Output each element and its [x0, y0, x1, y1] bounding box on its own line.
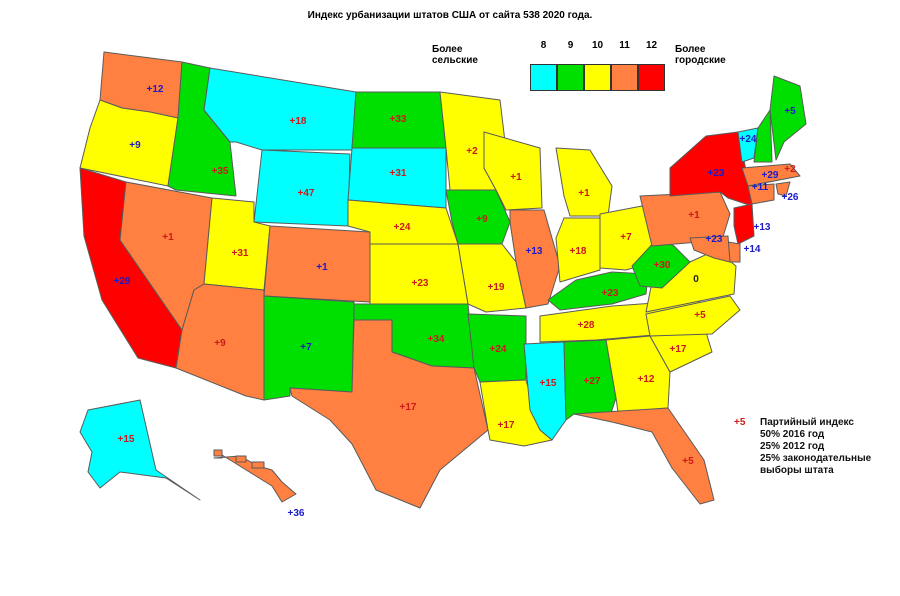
state-label-il: +13	[526, 246, 543, 257]
state-label-ar: +24	[490, 344, 507, 355]
state-label-ia: +9	[476, 214, 488, 225]
state-label-ne: +24	[394, 222, 411, 233]
state-me	[769, 75, 807, 161]
note-line: 25% законодательные	[760, 453, 872, 464]
state-tx	[289, 319, 489, 509]
states-layer	[79, 51, 807, 509]
state-ak	[79, 399, 201, 501]
state-label-ga: +12	[638, 374, 655, 385]
state-label-nv: +1	[162, 232, 174, 243]
state-label-ak: +15	[118, 434, 135, 445]
state-label-fl: +5	[682, 456, 694, 467]
state-label-nh: +2	[784, 164, 796, 175]
hawaii-island	[235, 455, 247, 463]
state-il	[509, 209, 561, 309]
state-label-ut: +31	[232, 248, 249, 259]
legend-urban-label: Более городские	[675, 44, 726, 66]
legend-swatch	[638, 64, 665, 91]
state-nh	[753, 109, 773, 163]
legend-value: 10	[591, 40, 604, 51]
state-label-sd: +31	[390, 168, 407, 179]
state-label-md: +23	[706, 234, 723, 245]
state-label-wv: +30	[654, 260, 671, 271]
state-label-al: +27	[584, 376, 601, 387]
state-label-oh: +7	[620, 232, 632, 243]
state-label-ny: +23	[708, 168, 725, 179]
labels-layer: +12 +9 +29 +35 +1 +18 +47 +31 +9 +1 +7 +33 +31 +24 +23…	[114, 84, 799, 519]
legend-value: 11	[619, 40, 630, 51]
legend-value: 8	[540, 40, 547, 51]
state-label-wy: +47	[298, 188, 315, 199]
note-line: 25% 2012 год	[760, 441, 825, 452]
legend-value: 9	[567, 40, 574, 51]
note-line: 50% 2016 год	[760, 429, 825, 440]
state-fl	[573, 407, 715, 505]
state-ks	[369, 243, 469, 305]
state-label-tx: +17	[400, 402, 417, 413]
state-label-nd: +33	[390, 114, 407, 125]
legend-value: 12	[645, 40, 658, 51]
state-label-ky: +23	[602, 288, 619, 299]
state-label-wa: +12	[147, 84, 164, 95]
legend-swatch	[584, 64, 611, 91]
hawaii-island	[251, 461, 265, 469]
state-label-in: +18	[570, 246, 587, 257]
state-md	[689, 235, 731, 263]
state-label-mi: +1	[578, 188, 590, 199]
state-label-ca: +29	[114, 276, 131, 287]
state-label-de: +14	[744, 244, 761, 255]
state-label-hi: +36	[288, 508, 305, 519]
state-label-sc: +17	[670, 344, 687, 355]
note-sample-value: +5	[734, 417, 746, 428]
note-line: Партийный индекс	[760, 417, 854, 428]
state-label-nm: +7	[300, 342, 312, 353]
state-mi	[555, 147, 613, 217]
state-label-me: +5	[784, 106, 796, 117]
state-ri	[775, 181, 791, 197]
state-label-id: +35	[212, 166, 229, 177]
state-label-mn: +2	[466, 146, 478, 157]
legend-swatch	[611, 64, 638, 91]
state-mt	[203, 67, 357, 151]
map-title: Индекс урбанизации штатов США от сайта 5…	[307, 10, 593, 21]
state-nj	[733, 203, 755, 245]
state-label-va: 0	[693, 274, 699, 285]
state-ma	[741, 163, 801, 187]
state-label-ct: +11	[752, 182, 769, 193]
state-label-ma: +29	[762, 170, 779, 181]
note-line: выборы штата	[760, 465, 834, 476]
state-ct	[747, 183, 775, 205]
party-index-note: +5 Партийный индекс 50% 2016 год 25% 201…	[734, 417, 872, 477]
state-hi	[213, 449, 297, 503]
state-wi	[483, 131, 543, 211]
state-label-ri: +26	[782, 192, 799, 203]
state-label-nj: +13	[754, 222, 771, 233]
state-label-mo: +19	[488, 282, 505, 293]
state-label-la: +17	[498, 420, 515, 431]
state-label-tn: +28	[578, 320, 595, 331]
state-label-vt: +24	[740, 134, 757, 145]
legend-rural-label: Более сельские	[432, 44, 478, 66]
state-label-ms: +15	[540, 378, 557, 389]
legend-swatch	[557, 64, 584, 91]
state-label-mt: +18	[290, 116, 307, 127]
legend-swatch	[530, 64, 557, 91]
state-label-az: +9	[214, 338, 226, 349]
state-label-pa: +1	[688, 210, 700, 221]
state-label-co: +1	[316, 262, 328, 273]
state-label-nc: +5	[694, 310, 706, 321]
hawaii-island	[213, 449, 223, 457]
state-label-ok: +34	[428, 334, 445, 345]
state-nc	[645, 295, 741, 337]
state-label-wi: +1	[510, 172, 522, 183]
state-label-ks: +23	[412, 278, 429, 289]
state-label-or: +9	[129, 140, 141, 151]
state-in	[555, 217, 601, 283]
